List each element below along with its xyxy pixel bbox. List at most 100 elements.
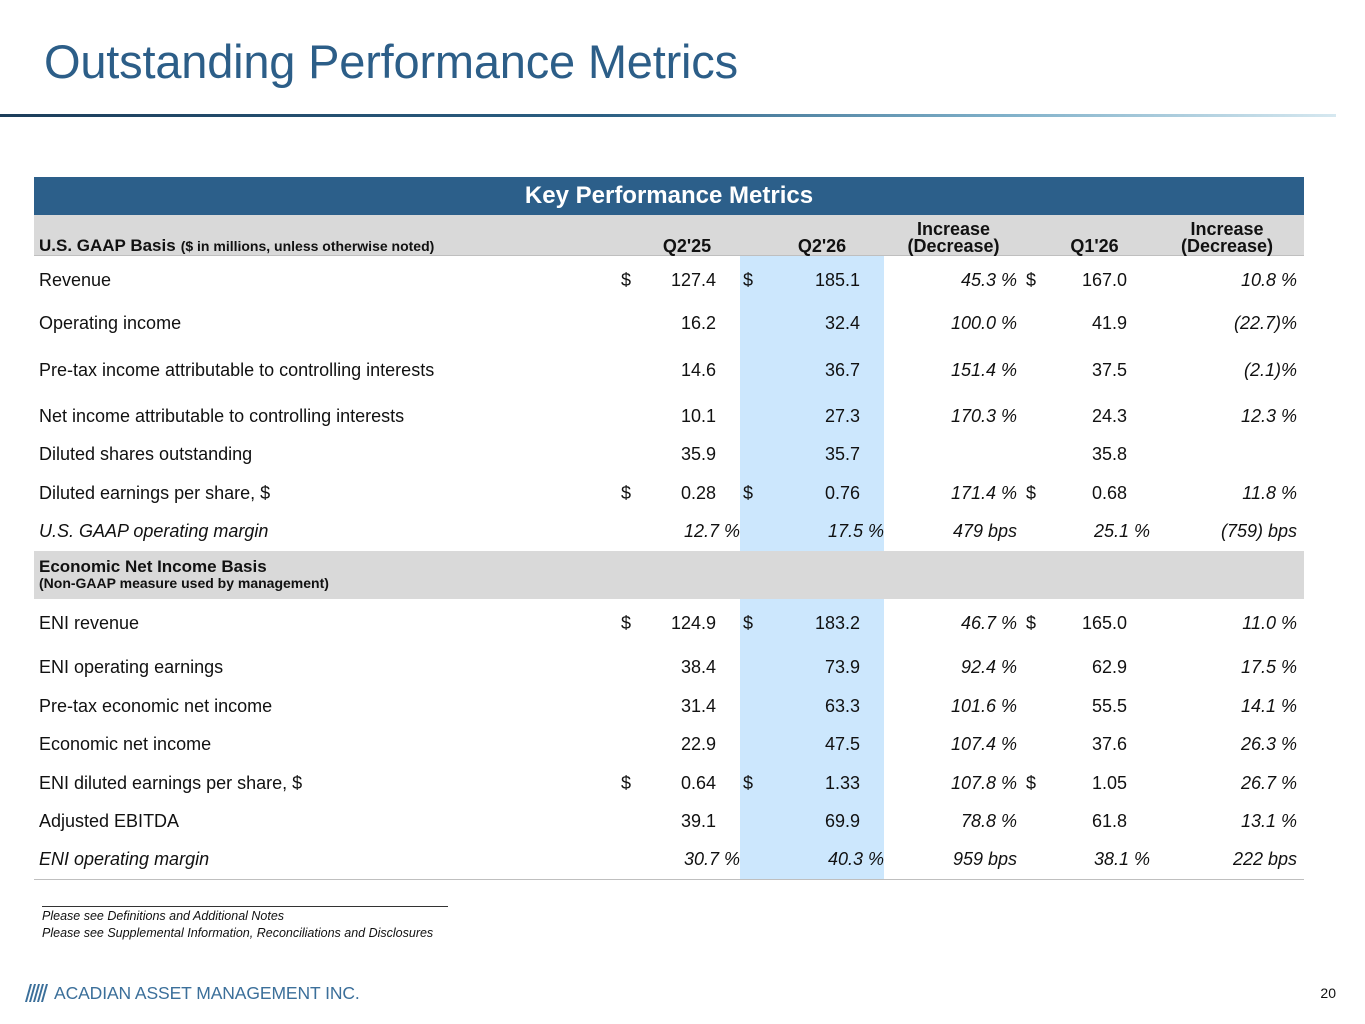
row-label: U.S. GAAP operating margin xyxy=(39,521,269,541)
currency-symbol: $ xyxy=(1026,772,1037,793)
increase-q2: 78.8 % xyxy=(960,811,1017,831)
increase-q1: 14.1 % xyxy=(1240,695,1297,716)
col-header-increase-2-line2: (Decrease) xyxy=(1180,236,1274,256)
increase-q1: 11.8 % xyxy=(1242,482,1297,503)
value-q1-26: 37.6 xyxy=(1091,734,1127,754)
currency-symbol xyxy=(740,840,760,880)
col-header-increase-1: Increase (Decrease) xyxy=(884,215,1023,256)
table-row: ENI diluted earnings per share, $ $0.64 $1… xyxy=(34,763,1304,803)
table-row: Diluted earnings per share, $ $0.28 $0.76 1… xyxy=(34,473,1304,513)
value-q2-26: 32.4 xyxy=(760,304,884,343)
increase-q1 xyxy=(1150,436,1304,474)
table-row: U.S. GAAP operating margin 12.7 % 17.5 % 47… xyxy=(34,512,1304,551)
title-divider xyxy=(0,114,1336,117)
value-q2-26: 73.9 xyxy=(760,648,884,687)
currency-symbol: $ xyxy=(621,613,632,633)
col-header-q2-26: Q2'26 xyxy=(760,215,884,256)
value-q1-26: 0.68 xyxy=(1091,482,1127,503)
table-row: ENI operating earnings 38.4 73.9 92.4 % 62.9… xyxy=(34,648,1304,687)
currency-symbol: $ xyxy=(1026,482,1037,503)
currency-symbol xyxy=(1023,343,1039,398)
eni-section-header: Economic Net Income Basis (Non-GAAP meas… xyxy=(34,550,1304,599)
value-q2-26: 36.7 xyxy=(760,342,884,398)
value-q2-26: 1.33 xyxy=(760,763,884,803)
increase-q1: 26.7 % xyxy=(1240,772,1297,793)
value-q2-26: 17.5 % xyxy=(760,512,884,551)
value-q2-25: 0.64 xyxy=(680,772,716,793)
table-row: Pre-tax income attributable to controlli… xyxy=(34,342,1304,398)
row-label: Diluted earnings per share, $ xyxy=(39,482,271,503)
currency-symbol xyxy=(1023,398,1039,436)
increase-q2: 107.4 % xyxy=(950,734,1017,754)
currency-symbol xyxy=(740,397,760,436)
metrics-table: U.S. GAAP Basis ($ in millions, unless o… xyxy=(34,215,1304,880)
col-header-increase-2: Increase (Decrease) xyxy=(1150,215,1304,256)
table-row: ENI revenue $124.9 $183.2 46.7 % $165.0 11.0 … xyxy=(34,598,1304,649)
increase-q2: 170.3 % xyxy=(950,406,1017,426)
increase-q1: 13.1 % xyxy=(1240,811,1297,831)
currency-symbol: $ xyxy=(621,482,632,503)
value-q1-26: 1.05 xyxy=(1091,772,1127,793)
increase-q1: 17.5 % xyxy=(1240,657,1297,677)
increase-q1: (22.7)% xyxy=(1233,313,1297,333)
currency-symbol: $ xyxy=(1026,269,1037,290)
increase-q2: 107.8 % xyxy=(950,772,1017,793)
value-q1-26: 41.9 xyxy=(1091,313,1127,333)
currency-symbol xyxy=(1023,687,1039,726)
increase-q1: 10.8 % xyxy=(1240,269,1297,290)
gaap-basis-label: U.S. GAAP Basis xyxy=(39,236,176,255)
row-label: ENI revenue xyxy=(39,613,140,633)
value-q2-25: 16.2 xyxy=(680,313,716,333)
eni-section-title: Economic Net Income Basis xyxy=(39,557,267,576)
value-q2-25: 30.7 % xyxy=(634,840,740,880)
currency-symbol xyxy=(618,840,634,880)
row-label: Pre-tax income attributable to controlli… xyxy=(39,359,435,380)
increase-q2: 959 bps xyxy=(884,840,1023,880)
page-title: Outstanding Performance Metrics xyxy=(44,35,738,88)
increase-q1: (2.1)% xyxy=(1243,359,1297,380)
currency-symbol: $ xyxy=(740,255,760,305)
increase-q1: 26.3 % xyxy=(1240,734,1297,754)
row-label: Revenue xyxy=(39,269,112,290)
page-number: 20 xyxy=(1320,985,1336,1001)
value-q2-25: 35.9 xyxy=(680,444,716,464)
footnote-definitions: Please see Definitions and Additional No… xyxy=(42,909,285,923)
eni-section-subtitle: (Non-GAAP measure used by management) xyxy=(39,575,329,591)
value-q1-26: 165.0 xyxy=(1081,613,1127,633)
table-row: Net income attributable to controlling i… xyxy=(34,397,1304,436)
col-header-increase-2-line1: Increase xyxy=(1190,219,1264,239)
col-header-q1-26: Q1'26 xyxy=(1039,215,1150,256)
table-row: Economic net income 22.9 47.5 107.4 % 37.6 26… xyxy=(34,725,1304,764)
value-q2-26: 183.2 xyxy=(760,598,884,649)
value-q2-26: 47.5 xyxy=(760,725,884,764)
gaap-header-row: U.S. GAAP Basis ($ in millions, unless o… xyxy=(34,215,1304,256)
row-label: ENI operating earnings xyxy=(39,657,224,677)
currency-symbol: $ xyxy=(621,772,632,793)
value-q1-26: 37.5 xyxy=(1091,359,1127,380)
value-q2-26: 0.76 xyxy=(760,473,884,513)
value-q2-26: 69.9 xyxy=(760,802,884,841)
table-row: Pre-tax economic net income 31.4 63.3 101.6… xyxy=(34,686,1304,726)
row-label: Economic net income xyxy=(39,734,212,754)
value-q2-25: 127.4 xyxy=(670,269,716,290)
value-q2-25: 31.4 xyxy=(680,695,716,716)
value-q2-26: 27.3 xyxy=(760,397,884,436)
row-label: Net income attributable to controlling i… xyxy=(39,406,405,426)
footnote-supplemental: Please see Supplemental Information, Rec… xyxy=(42,926,434,940)
currency-symbol xyxy=(618,726,634,764)
col-header-q2-25: Q2'25 xyxy=(634,215,740,256)
currency-symbol xyxy=(740,725,760,764)
currency-symbol xyxy=(618,649,634,687)
table-row: Diluted shares outstanding 35.9 35.7 35.8 xyxy=(34,435,1304,474)
currency-symbol xyxy=(1023,726,1039,764)
value-q2-25: 0.28 xyxy=(680,482,716,503)
increase-q1: 12.3 % xyxy=(1240,406,1297,426)
currency-symbol xyxy=(740,648,760,687)
value-q1-26: 62.9 xyxy=(1091,657,1127,677)
value-q1-26: 25.1 % xyxy=(1093,521,1150,541)
table-title: Key Performance Metrics xyxy=(34,177,1304,215)
value-q2-26: 40.3 % xyxy=(760,840,884,880)
row-label: Operating income xyxy=(39,313,182,333)
currency-symbol xyxy=(618,398,634,436)
logo-text: ACADIAN ASSET MANAGEMENT INC. xyxy=(54,982,360,1003)
